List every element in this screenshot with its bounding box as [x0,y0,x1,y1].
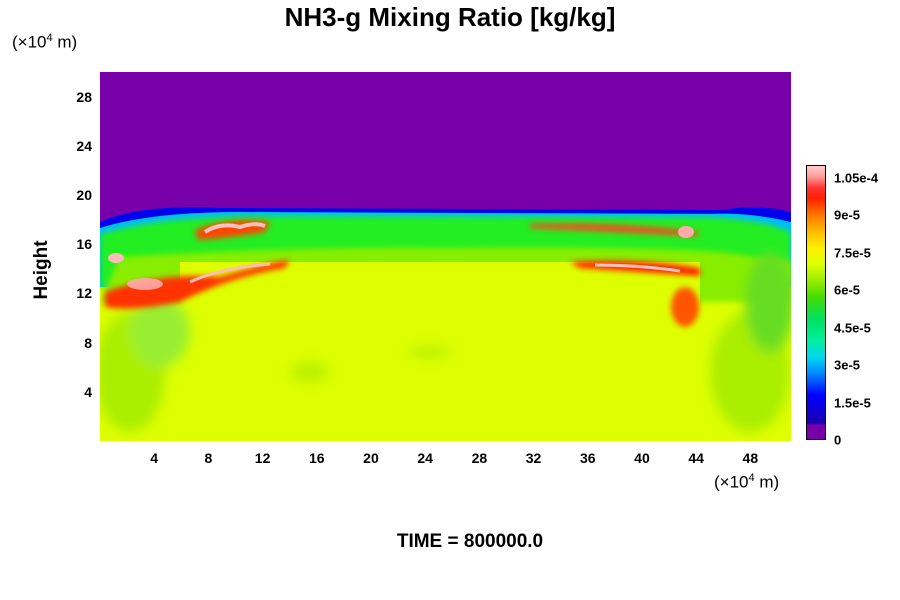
y-tick-label: 16 [76,236,92,253]
peak-streak-4 [530,223,700,238]
colorbar-tick-label: 4.5e-5 [834,320,871,335]
y-tick-label: 8 [84,334,92,351]
peak-streak-2 [570,260,700,327]
y-axis-unit: (×104 m) [12,32,78,52]
x-tick-label: 44 [688,450,704,466]
chart-title: NH3-g Mixing Ratio [kg/kg] [284,2,616,32]
x-tick-label: 16 [308,450,325,466]
x-tick-label: 20 [363,450,379,466]
y-tick-label: 28 [76,88,92,105]
x-tick-label: 4 [150,450,159,466]
x-tick-label: 36 [579,450,596,466]
colorbar-tick-label: 7.5e-5 [834,245,871,260]
region-edge-turbulence [100,252,791,432]
peak-streak-3 [195,220,270,240]
colorbar-tick-label: 1.5e-5 [834,395,871,410]
x-tick-label: 12 [254,450,271,466]
y-tick-label: 24 [76,137,92,154]
colorbar-tick-label: 0 [834,432,842,448]
colorbar-tick-label: 3e-5 [834,357,861,373]
time-label: TIME = 800000.0 [396,531,544,552]
x-tick-label: 32 [525,450,542,466]
y-tick-label: 4 [84,383,92,400]
x-tick-label: 28 [471,450,488,466]
x-axis-unit: (×104 m) [714,472,780,492]
colorbar-tick-label: 1.05e-4 [834,170,879,185]
peak-streak-1 [105,253,290,309]
y-axis-label: Height [31,240,52,300]
x-tick-label: 48 [742,450,759,466]
x-tick-label: 8 [204,450,213,466]
colorbar-tick-label: 6e-5 [834,282,861,298]
colorbar [806,165,826,440]
x-tick-label: 24 [417,450,433,466]
colorbar-tick-label: 9e-5 [834,207,861,223]
y-tick-label: 20 [76,187,92,203]
y-tick-label: 12 [76,285,92,302]
x-tick-label: 40 [634,450,650,466]
plot-area [100,72,791,441]
